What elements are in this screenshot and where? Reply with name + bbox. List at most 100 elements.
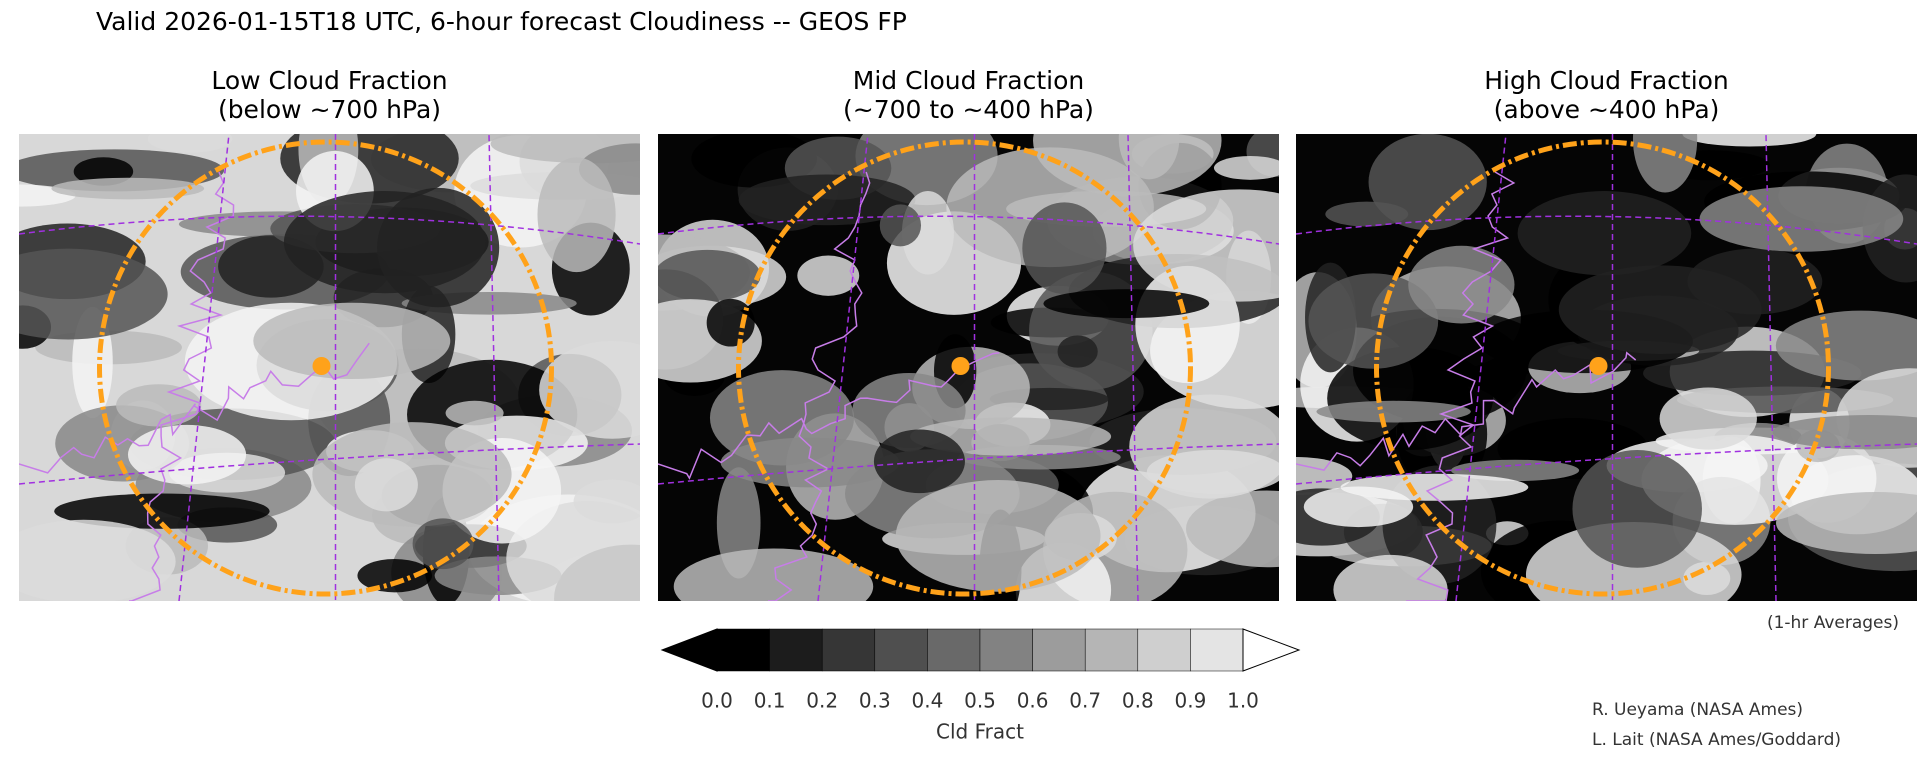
colorbar-tick-label: 0.7 [1069,689,1101,713]
colorbar-under [660,628,718,672]
colorbar-box [1032,628,1086,672]
map-panel [1296,134,1917,601]
parallel [19,215,640,245]
colorbar-tick-label: 1.0 [1227,689,1259,713]
parallel [658,215,1279,245]
colorbar-tick-label: 0.3 [859,689,891,713]
cloud-area [691,134,817,188]
cloud-area [19,519,176,601]
cloud-area [673,548,874,601]
colorbar-tick-label: 0.9 [1174,689,1206,713]
colorbar-tick-label: 0.8 [1122,689,1154,713]
colorbar-tick-label: 0.4 [911,689,943,713]
colorbar-box [1084,628,1139,672]
cloud-area [412,518,474,570]
cloud-area [1057,335,1098,368]
range-circle [736,139,1193,597]
cloud-area [357,558,433,593]
range-circle [1374,139,1831,597]
cloud-area [873,429,965,494]
panel-title: Low Cloud Fraction [211,66,447,95]
coastline [658,352,1000,480]
meridian [178,134,230,601]
cloud-area [1043,289,1210,319]
meridian [817,134,869,601]
parallel [19,443,640,485]
cloud-area [1699,186,1904,252]
cloud-area [445,400,504,426]
cloud-area [51,177,205,200]
cloud-area [1308,273,1439,369]
cloud-area [1022,202,1107,294]
coastline [1406,171,1516,601]
colorbar-tick-label: 0.6 [1017,689,1049,713]
colorbar-box [979,628,1033,672]
meridian [1455,134,1507,601]
cloud-area [1659,387,1757,450]
cloud-area [1682,134,1817,147]
cloud-area [1133,189,1279,302]
cloud-area [910,417,1112,456]
cloud-area [1186,490,1279,568]
cloud-area [1118,134,1180,180]
colorbar-box [874,628,928,672]
parallel [658,443,1279,485]
cloud-area [1368,134,1487,231]
panel-subtitle: (~700 to ~400 hPa) [843,95,1094,124]
cloud-area [147,134,233,153]
panel-subtitle: (below ~700 hPa) [218,95,441,124]
cloud-area [116,384,202,427]
colorbar-label: Cld Fract [936,720,1024,744]
colorbar-tick-label: 0.5 [964,689,996,713]
panel-title: High Cloud Fraction [1484,66,1729,95]
meridian [1765,134,1777,601]
cloud-area [1776,492,1917,555]
cloud-area [1775,310,1917,381]
cloud-area [354,458,418,512]
site-marker [1589,357,1608,375]
credit: R. Ueyama (NASA Ames) [1592,700,1803,720]
colorbar-box [1137,628,1191,672]
range-circle [97,139,554,597]
cloud-area [539,340,640,439]
meridian [1127,134,1139,601]
cloud-area [19,248,168,340]
cloud-area [797,255,860,296]
cloud-area [54,493,270,529]
colorbar-over [1242,628,1301,672]
colorbar-tick-label: 0.2 [806,689,838,713]
cloud-area [1517,191,1692,276]
note: (1-hr Averages) [1767,613,1899,633]
colorbar-tick-label: 0.0 [701,689,733,713]
cloud-area [1333,554,1448,601]
site-marker [951,357,970,375]
cloud-area [1572,449,1702,568]
map-panel [658,134,1279,601]
coastline [129,171,235,601]
cloud-area [573,479,640,524]
colorbar-tick-label: 0.1 [754,689,786,713]
colorbar-box [716,628,770,672]
cloud-area [738,174,916,226]
cloud-area [537,157,616,273]
coastline [19,342,370,474]
cloud-area [895,480,1101,592]
cloud-area [253,302,451,380]
panel-subtitle: (above ~400 hPa) [1494,95,1720,124]
cloud-area [283,190,486,294]
figure-title: Valid 2026-01-15T18 UTC, 6-hour forecast… [96,7,907,36]
cloud-area [1213,155,1279,180]
colorbar-box [927,628,981,672]
colorbar-box [769,628,823,672]
cloud-area [1558,265,1762,354]
cloud-area [127,424,247,485]
site-marker [312,357,331,375]
coastline [768,171,871,601]
colorbar-box [821,628,876,672]
cloud-area [1408,245,1515,324]
cloud-area [706,298,755,347]
cloud-area [1303,486,1414,528]
parallel [1296,215,1917,245]
cloud-area [709,370,855,466]
meridian [488,134,500,601]
